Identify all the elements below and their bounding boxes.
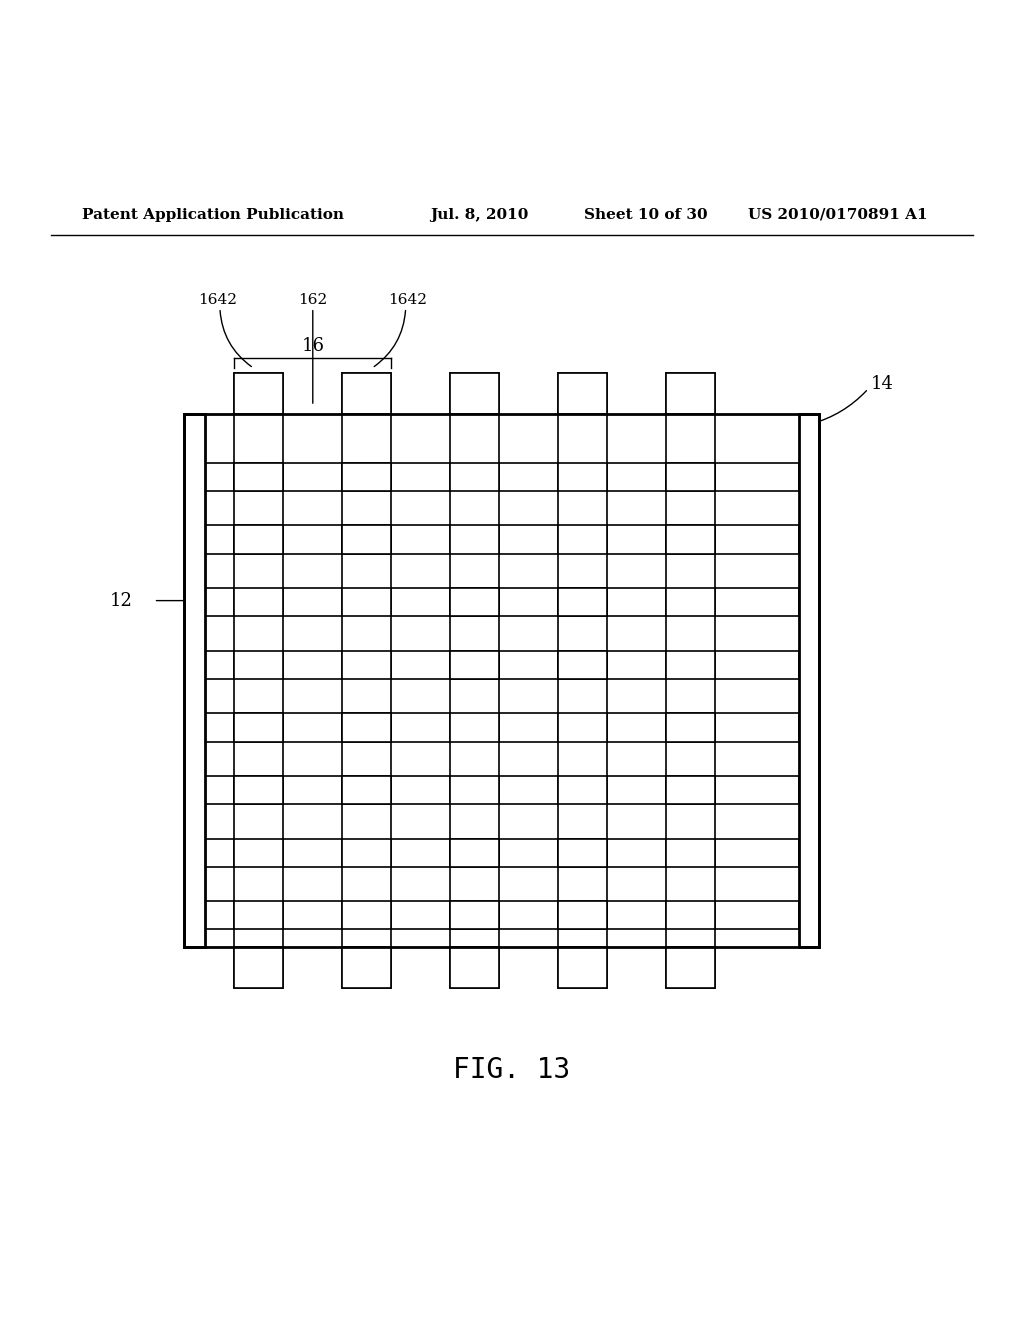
- Bar: [451, 946, 499, 987]
- Bar: [667, 463, 715, 491]
- Bar: [342, 374, 391, 414]
- Bar: [205, 838, 799, 867]
- Text: Sheet 10 of 30: Sheet 10 of 30: [584, 207, 708, 222]
- Bar: [342, 525, 391, 553]
- Bar: [234, 589, 283, 616]
- Bar: [558, 463, 607, 491]
- Bar: [342, 589, 391, 616]
- Bar: [451, 902, 499, 929]
- Bar: [205, 902, 799, 929]
- Bar: [558, 946, 607, 987]
- Bar: [667, 589, 715, 616]
- Bar: [667, 651, 715, 678]
- Bar: [234, 374, 283, 414]
- Bar: [184, 414, 205, 946]
- Text: Patent Application Publication: Patent Application Publication: [82, 207, 344, 222]
- Bar: [558, 651, 607, 678]
- Bar: [558, 902, 607, 929]
- Text: 14: 14: [870, 375, 893, 392]
- Bar: [667, 776, 715, 804]
- Bar: [667, 776, 715, 804]
- Bar: [451, 651, 499, 678]
- Bar: [667, 713, 715, 742]
- Text: 162: 162: [298, 293, 328, 306]
- Bar: [451, 713, 499, 742]
- Bar: [558, 838, 607, 867]
- Bar: [234, 902, 283, 929]
- Bar: [558, 776, 607, 804]
- Bar: [205, 651, 799, 678]
- Bar: [667, 713, 715, 742]
- Bar: [558, 651, 607, 678]
- Bar: [451, 902, 499, 929]
- Bar: [342, 525, 391, 553]
- Bar: [234, 776, 283, 804]
- Text: FIG. 13: FIG. 13: [454, 1056, 570, 1084]
- Text: 1642: 1642: [199, 293, 238, 306]
- Bar: [451, 838, 499, 867]
- Bar: [451, 525, 499, 553]
- Bar: [234, 463, 283, 491]
- Text: 16: 16: [301, 337, 325, 355]
- Bar: [205, 463, 799, 491]
- Text: Jul. 8, 2010: Jul. 8, 2010: [430, 207, 528, 222]
- Bar: [799, 414, 819, 946]
- Bar: [451, 374, 499, 414]
- Bar: [342, 713, 391, 742]
- Bar: [342, 776, 391, 804]
- Bar: [558, 374, 607, 414]
- Bar: [667, 374, 715, 987]
- Text: 12: 12: [111, 591, 133, 610]
- Bar: [558, 902, 607, 929]
- Bar: [205, 525, 799, 553]
- Bar: [234, 525, 283, 553]
- Bar: [558, 525, 607, 553]
- Bar: [234, 525, 283, 553]
- Bar: [667, 525, 715, 553]
- Bar: [667, 463, 715, 491]
- Bar: [205, 414, 799, 946]
- Bar: [342, 463, 391, 491]
- Bar: [342, 838, 391, 867]
- Bar: [667, 946, 715, 987]
- Bar: [234, 838, 283, 867]
- Bar: [667, 838, 715, 867]
- Bar: [451, 463, 499, 491]
- Bar: [667, 902, 715, 929]
- Bar: [205, 776, 799, 804]
- Bar: [451, 838, 499, 867]
- Text: 1642: 1642: [388, 293, 427, 306]
- Bar: [342, 946, 391, 987]
- Bar: [205, 589, 799, 616]
- Bar: [342, 651, 391, 678]
- Bar: [451, 374, 499, 987]
- Bar: [184, 414, 819, 946]
- Bar: [234, 374, 283, 987]
- Bar: [667, 374, 715, 414]
- Bar: [451, 589, 499, 616]
- Bar: [558, 374, 607, 987]
- Text: US 2010/0170891 A1: US 2010/0170891 A1: [748, 207, 927, 222]
- Bar: [342, 713, 391, 742]
- Bar: [451, 589, 499, 616]
- Bar: [451, 651, 499, 678]
- Bar: [234, 463, 283, 491]
- Bar: [558, 713, 607, 742]
- Bar: [342, 902, 391, 929]
- Bar: [234, 651, 283, 678]
- Bar: [234, 776, 283, 804]
- Bar: [451, 776, 499, 804]
- Bar: [234, 713, 283, 742]
- Bar: [234, 713, 283, 742]
- Bar: [558, 589, 607, 616]
- Bar: [234, 946, 283, 987]
- Bar: [342, 776, 391, 804]
- Bar: [558, 589, 607, 616]
- Bar: [205, 713, 799, 742]
- Bar: [342, 463, 391, 491]
- Bar: [558, 838, 607, 867]
- Bar: [342, 374, 391, 987]
- Bar: [667, 525, 715, 553]
